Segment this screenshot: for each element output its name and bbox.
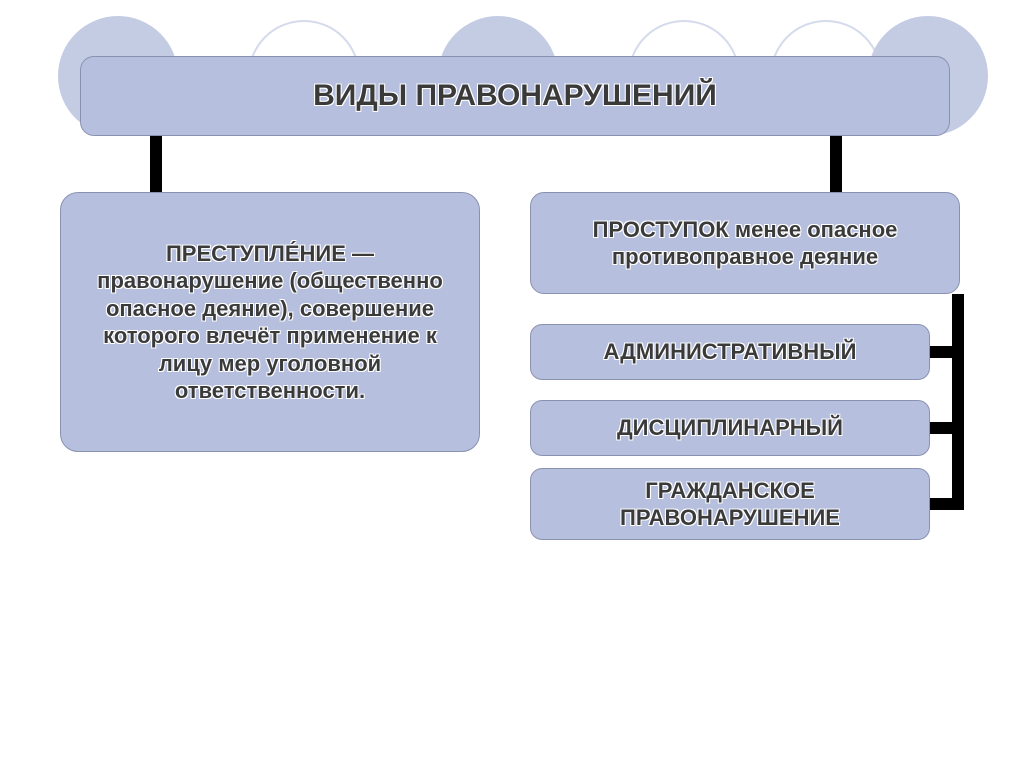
right-branch-node: ПРОСТУПОК менее опасное противоправное д… (530, 192, 960, 294)
right-branch-text: ПРОСТУПОК менее опасное противоправное д… (549, 216, 941, 271)
sub-item-disciplinary: ДИСЦИПЛИНАРНЫЙ (530, 400, 930, 456)
connector (930, 498, 960, 510)
title-node: ВИДЫ ПРАВОНАРУШЕНИЙ (80, 56, 950, 136)
connector (830, 136, 842, 192)
left-branch-node: ПРЕСТУПЛЕ́НИЕ — правонарушение (обществе… (60, 192, 480, 452)
sub-item-label: ГРАЖДАНСКОЕ ПРАВОНАРУШЕНИЕ (549, 477, 911, 532)
connector (930, 422, 960, 434)
connector (930, 346, 960, 358)
connector (952, 294, 964, 510)
connector (150, 136, 162, 192)
sub-item-civil: ГРАЖДАНСКОЕ ПРАВОНАРУШЕНИЕ (530, 468, 930, 540)
diagram-canvas: ВИДЫ ПРАВОНАРУШЕНИЙ ПРЕСТУПЛЕ́НИЕ — прав… (0, 0, 1024, 767)
sub-item-label: АДМИНИСТРАТИВНЫЙ (604, 338, 857, 366)
sub-item-admin: АДМИНИСТРАТИВНЫЙ (530, 324, 930, 380)
sub-item-label: ДИСЦИПЛИНАРНЫЙ (617, 414, 843, 442)
left-branch-text: ПРЕСТУПЛЕ́НИЕ — правонарушение (обществе… (79, 240, 461, 405)
title-text: ВИДЫ ПРАВОНАРУШЕНИЙ (313, 77, 717, 115)
